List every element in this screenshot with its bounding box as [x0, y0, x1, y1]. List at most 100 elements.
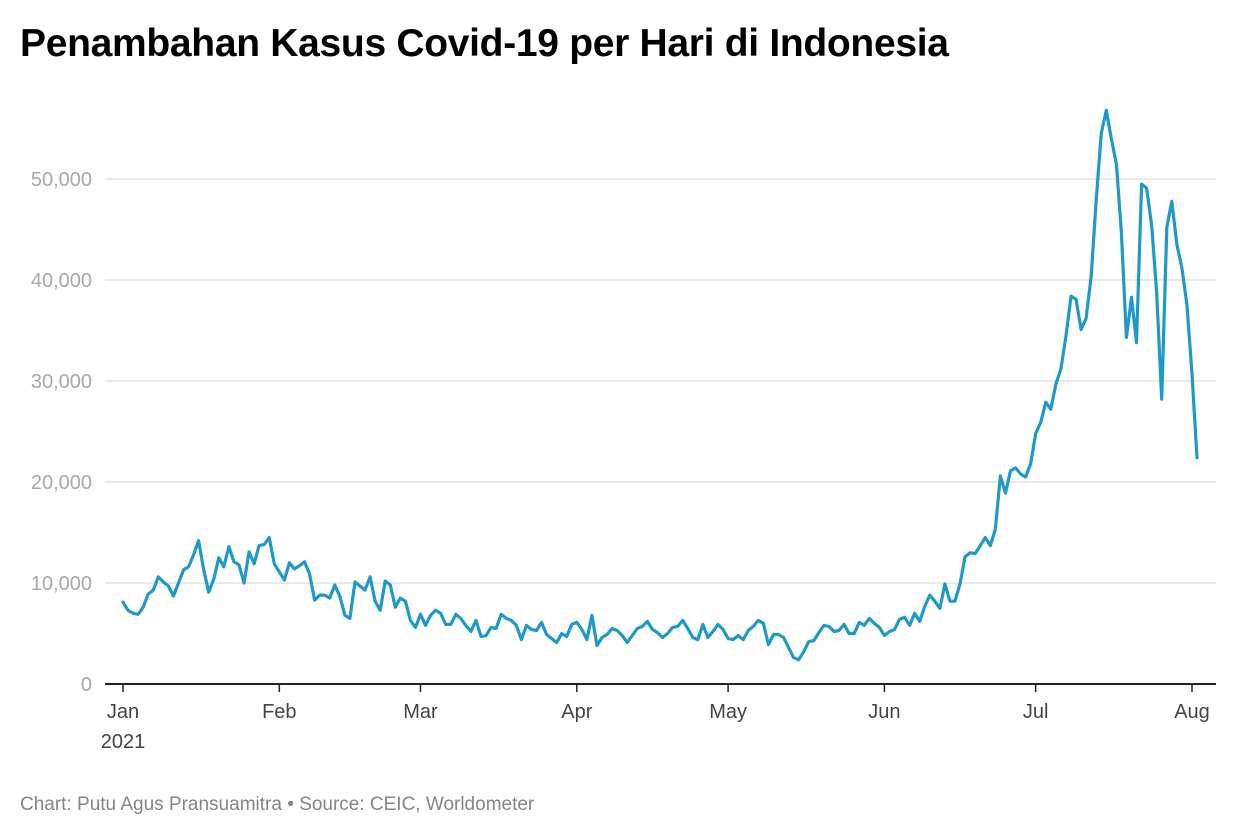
data-point [989, 544, 991, 546]
data-point [581, 628, 583, 630]
data-point [868, 617, 870, 619]
data-point [1024, 476, 1026, 478]
data-point [394, 606, 396, 608]
data-point [1055, 383, 1057, 385]
data-point [571, 623, 573, 625]
data-point [1080, 328, 1082, 330]
data-point [823, 624, 825, 626]
data-point [833, 630, 835, 632]
data-point [908, 624, 910, 626]
data-point [167, 585, 169, 587]
y-tick-label: 30,000 [31, 371, 92, 393]
data-point [485, 634, 487, 636]
data-point [687, 627, 689, 629]
y-tick-label: 20,000 [31, 472, 92, 494]
data-point [787, 646, 789, 648]
gridlines [105, 178, 1216, 584]
data-point [732, 638, 734, 640]
x-tick-sublabel: 2021 [101, 731, 146, 753]
x-tick-label: Jan [107, 701, 139, 723]
data-point [606, 633, 608, 635]
data-point [364, 589, 366, 591]
footer-separator: • [281, 794, 300, 815]
data-point [1186, 304, 1188, 306]
data-point [1145, 187, 1147, 189]
data-point [490, 626, 492, 628]
data-point [137, 613, 139, 615]
data-point [339, 595, 341, 597]
data-point [127, 609, 129, 611]
data-point [848, 632, 850, 634]
data-point [651, 628, 653, 630]
data-point [979, 544, 981, 546]
data-point [182, 569, 184, 571]
data-point [122, 601, 124, 603]
x-axis-ticks: Jan 2021 Feb Mar Apr May Jun Jul Aug [101, 684, 1210, 753]
data-point [1140, 183, 1142, 185]
data-point [671, 626, 673, 628]
data-point [792, 657, 794, 659]
data-point [717, 623, 719, 625]
data-point [313, 599, 315, 601]
data-point [762, 622, 764, 624]
data-point [924, 605, 926, 607]
data-point [480, 635, 482, 637]
data-point [994, 528, 996, 530]
data-point [813, 639, 815, 641]
x-tick-label: May [709, 701, 747, 723]
data-point [636, 627, 638, 629]
data-point [984, 536, 986, 538]
data-point [319, 594, 321, 596]
data-point [525, 624, 527, 626]
data-point [742, 638, 744, 640]
data-point [1029, 463, 1031, 465]
data-point [440, 612, 442, 614]
data-point [929, 594, 931, 596]
data-point [601, 636, 603, 638]
data-point [944, 583, 946, 585]
data-point [308, 573, 310, 575]
data-point [722, 628, 724, 630]
data-point [1095, 199, 1097, 201]
data-point [1115, 163, 1117, 165]
data-point [324, 594, 326, 596]
data-point [883, 634, 885, 636]
data-point [273, 563, 275, 565]
data-point [142, 606, 144, 608]
data-point [737, 634, 739, 636]
data-point [233, 561, 235, 563]
data-point [253, 563, 255, 565]
chart-source: Source: CEIC, Worldometer [299, 794, 535, 815]
data-point [727, 637, 729, 639]
data-point [586, 638, 588, 640]
data-point [1105, 109, 1107, 111]
data-point [187, 566, 189, 568]
data-point [767, 643, 769, 645]
data-point [1019, 473, 1021, 475]
x-tick-label: Apr [561, 701, 592, 723]
data-point [1075, 298, 1077, 300]
data-point [798, 659, 800, 661]
data-point [1090, 275, 1092, 277]
data-point [258, 544, 260, 546]
data-point [303, 561, 305, 563]
data-point [1065, 335, 1067, 337]
data-point [1161, 398, 1163, 400]
data-point [213, 578, 215, 580]
data-point [666, 632, 668, 634]
chart-footer: Chart: Putu Agus Pransuamitra • Source: … [20, 794, 534, 816]
data-point [621, 634, 623, 636]
data-point [752, 625, 754, 627]
data-point [470, 630, 472, 632]
data-point [535, 629, 537, 631]
data-point [404, 600, 406, 602]
data-point [298, 565, 300, 567]
data-point [359, 585, 361, 587]
data-point [1014, 467, 1016, 469]
data-point [576, 621, 578, 623]
chart-credit: Chart: Putu Agus Pransuamitra [20, 794, 282, 815]
data-point [1009, 470, 1011, 472]
data-point [475, 619, 477, 621]
data-point [954, 600, 956, 602]
data-point [510, 619, 512, 621]
